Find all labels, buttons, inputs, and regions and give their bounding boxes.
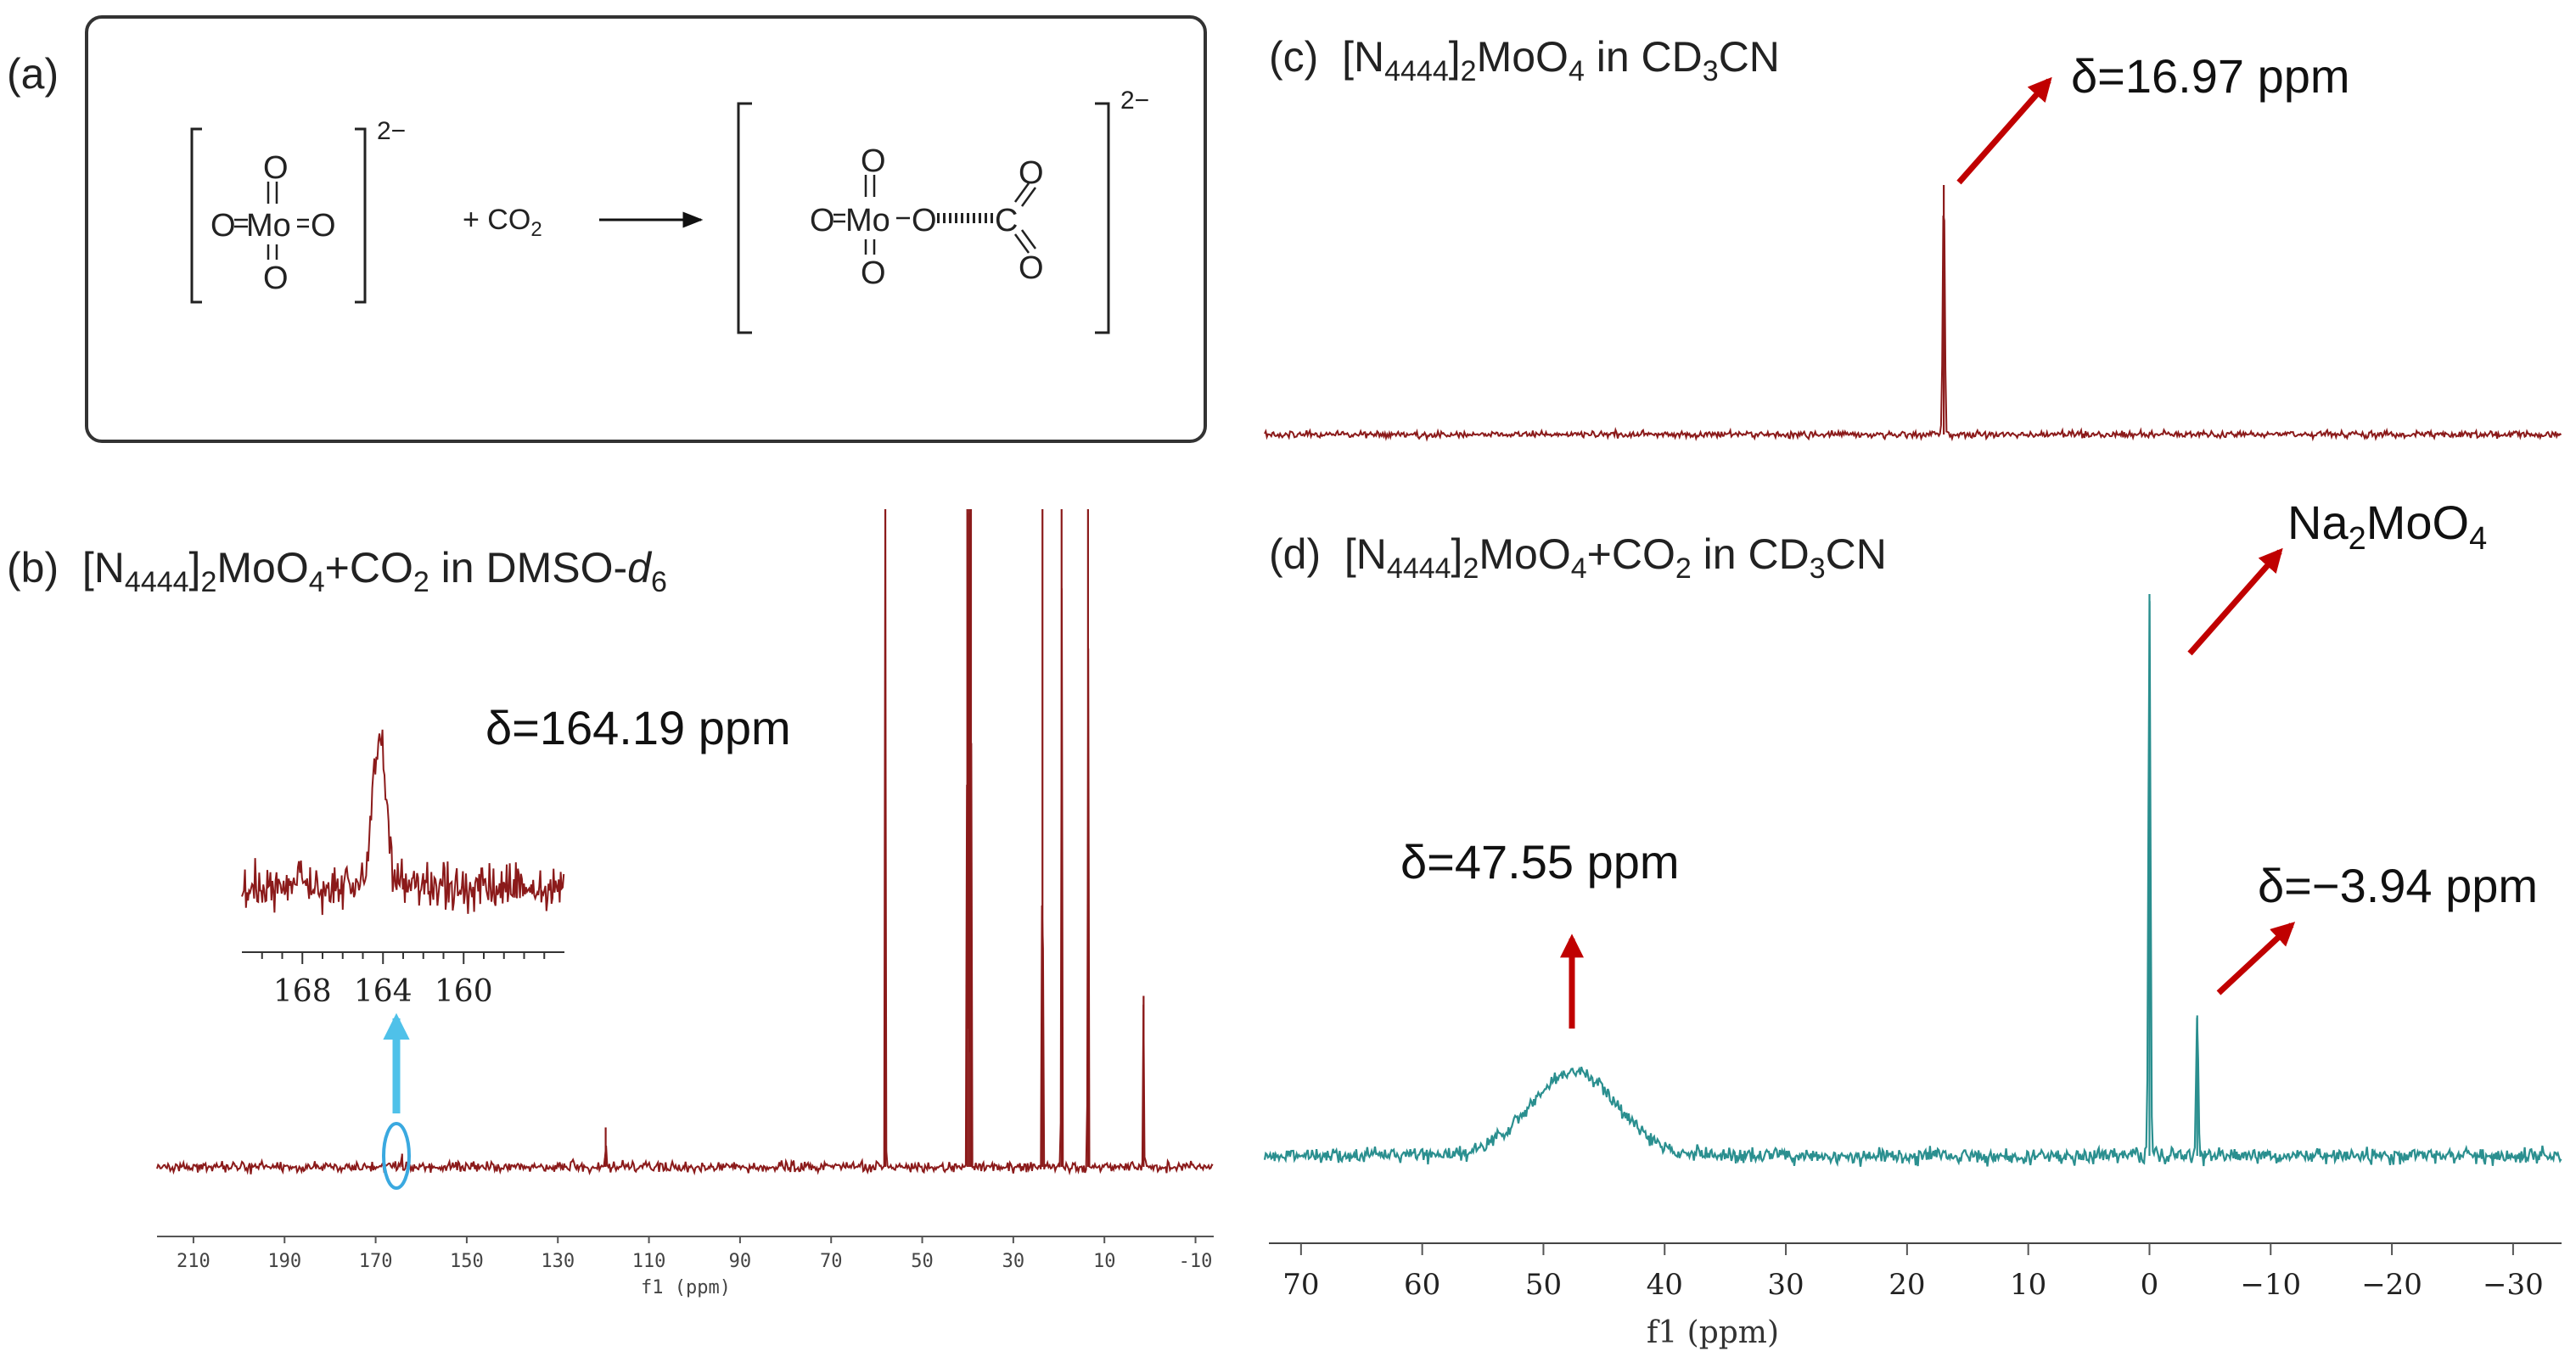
product-o-left: O [810, 203, 835, 238]
panel-c-title-text: [N4444]2MoO4 in CD3CN [1342, 33, 1780, 87]
panel-b-inset-line [241, 729, 565, 916]
panel-b-letter: (b) [7, 544, 59, 591]
product-o-top: O [861, 143, 886, 179]
panel-d-tick-labels: 70 60 50 40 30 20 10 0 −10 −20 −30 [1282, 1268, 2544, 1302]
x-tick-label-d-3: 40 [1647, 1268, 1683, 1302]
x-tick-label-b-5: 110 [632, 1251, 666, 1272]
panel-c-title: (c) [N4444]2MoO4 in CD3CN [1269, 36, 1780, 86]
x-tick-label-b-8: 50 [911, 1251, 934, 1272]
product-o-upper: O [1019, 155, 1044, 191]
x-tick-label-d-2: 50 [1525, 1268, 1562, 1302]
panel-c-annotation: δ=16.97 ppm [2071, 49, 2350, 103]
panel-d-na2moo4-label: Na2MoO4 [2287, 496, 2488, 558]
x-tick-label-d-8: −10 [2240, 1268, 2301, 1302]
x-tick-label-b-9: 30 [1002, 1251, 1025, 1272]
reactant-mo: Mo [246, 208, 291, 244]
product-o-bridge: O [912, 203, 937, 238]
x-tick-label-b-7: 70 [820, 1251, 843, 1272]
product-bracket-right [1095, 102, 1110, 334]
panel-b-inset-ticks [261, 952, 546, 964]
inset-tick-label-2: 160 [435, 974, 493, 1009]
panel-b-peak-marker [382, 1122, 411, 1190]
x-tick-label-d-10: −30 [2483, 1268, 2544, 1302]
panel-b-x-label: f1 (ppm) [641, 1277, 731, 1298]
reactant-o-left: O [210, 208, 236, 244]
panel-b-annotation: δ=164.19 ppm [485, 701, 791, 754]
panel-d-letter: (d) [1269, 530, 1322, 578]
x-tick-label-b-0: 210 [177, 1251, 210, 1272]
panel-c-spectrum-line [1264, 215, 2562, 442]
panel-b-tick-labels: 210 190 170 150 130 110 90 70 50 30 10 -10 [177, 1251, 1212, 1272]
panel-b-spectrum: 210 190 170 150 130 110 90 70 50 30 10 -10 f1 (ppm)… [156, 509, 1214, 1298]
panel-b-inset: 168 164 160 [241, 729, 565, 1009]
plus-co2: + CO2 [463, 204, 542, 241]
x-tick-label-b-10: 10 [1093, 1251, 1116, 1272]
x-tick-label-d-7: 0 [2141, 1268, 2159, 1302]
x-tick-label-d-0: 70 [1282, 1268, 1319, 1302]
product-bonds [833, 175, 1037, 255]
reactant-bracket-left [190, 127, 202, 304]
product-c: C [995, 203, 1018, 238]
x-tick-label-d-1: 60 [1404, 1268, 1440, 1302]
panel-c-arrow [1956, 76, 2052, 185]
panel-b-inset-tick-labels: 168 164 160 [273, 974, 493, 1009]
x-tick-label-b-2: 170 [359, 1251, 393, 1272]
panel-a-label: (a) [7, 50, 59, 98]
scheme-box [85, 15, 1207, 443]
x-tick-label-b-1: 190 [267, 1251, 301, 1272]
panel-b-title: (b) [N4444]2MoO4+CO2 in DMSO-d6 [7, 547, 667, 597]
reactant-o-right: O [311, 208, 336, 244]
panel-d-title-text: [N4444]2MoO4+CO2 in CD3CN [1344, 530, 1887, 585]
reactant-o-top: O [263, 150, 289, 186]
product-charge: 2− [1120, 87, 1149, 115]
panel-b-ticks [192, 1236, 1197, 1243]
x-tick-label-d-4: 30 [1767, 1268, 1804, 1302]
x-tick-label-b-4: 130 [541, 1251, 575, 1272]
product-mo: Mo [845, 203, 890, 238]
panel-b-title-text: [N4444]2MoO4+CO2 in DMSO-d6 [81, 544, 667, 598]
panel-c-letter: (c) [1269, 33, 1319, 81]
reactant-bracket-right [355, 127, 367, 304]
panel-d-annotation-47: δ=47.55 ppm [1400, 835, 1680, 889]
product-o-bottom: O [861, 255, 886, 291]
x-tick-label-b-3: 150 [450, 1251, 484, 1272]
product-o-lower: O [1019, 250, 1044, 286]
panel-c-spectrum [1264, 76, 2562, 442]
panel-d-arrow-minus394 [2216, 922, 2296, 995]
panel-d-title: (d) [N4444]2MoO4+CO2 in CD3CN [1269, 533, 1887, 583]
panel-d-arrow-na2moo4 [2187, 547, 2283, 656]
panel-d-ticks [1299, 1243, 2514, 1255]
reaction-scheme: O Mo O O O 2− + CO2 O Mo O O O C O [85, 15, 1207, 443]
x-tick-label-d-5: 20 [1889, 1268, 1925, 1302]
panel-d-annotation-minus394: δ=−3.94 ppm [2258, 859, 2539, 912]
reactant-bonds [234, 182, 309, 260]
x-tick-label-b-6: 90 [729, 1251, 752, 1272]
inset-tick-label-0: 168 [273, 974, 332, 1009]
panel-d-spectrum-line [1263, 601, 2562, 1168]
panel-d-spectrum: 70 60 50 40 30 20 10 0 −10 −20 −30 f1 (ppm) [1263, 547, 2562, 1350]
x-tick-label-d-9: −20 [2361, 1268, 2422, 1302]
product-bracket-left [737, 102, 752, 334]
panel-d-x-label: f1 (ppm) [1647, 1315, 1779, 1350]
x-tick-label-b-11: -10 [1179, 1251, 1213, 1272]
inset-tick-label-1: 164 [354, 974, 412, 1009]
reactant-charge: 2− [377, 117, 406, 145]
reactant-o-bottom: O [263, 261, 289, 296]
panel-b-spectrum-line [156, 513, 1214, 1176]
x-tick-label-d-6: 10 [2010, 1268, 2046, 1302]
